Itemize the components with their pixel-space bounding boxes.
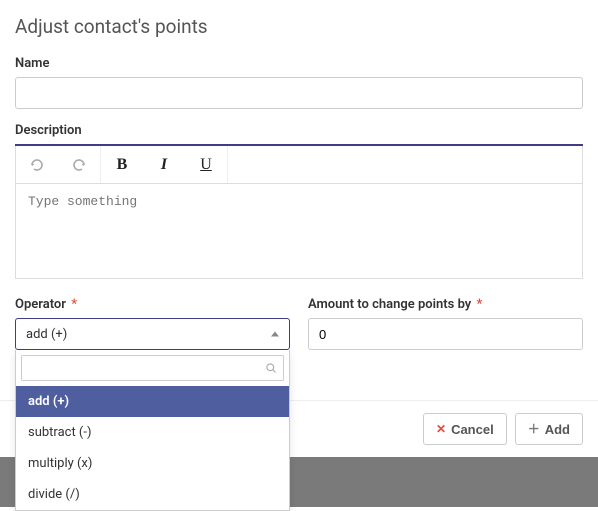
- redo-button[interactable]: [58, 146, 100, 184]
- editor-toolbar: B I U: [15, 146, 583, 184]
- cancel-button-label: Cancel: [451, 422, 494, 437]
- underline-button[interactable]: U: [185, 146, 227, 184]
- description-textarea[interactable]: [15, 184, 583, 279]
- redo-icon: [71, 157, 87, 173]
- chevron-up-icon: [271, 332, 279, 337]
- operator-option-add[interactable]: add (+): [16, 386, 289, 417]
- operator-selected-value: add (+): [26, 327, 67, 342]
- operator-option-multiply[interactable]: multiply (x): [16, 448, 289, 479]
- name-group: Name: [15, 56, 583, 109]
- operator-search-input[interactable]: [21, 355, 284, 381]
- cancel-button[interactable]: ✕ Cancel: [423, 413, 507, 445]
- operator-option-divide[interactable]: divide (/): [16, 479, 289, 510]
- operator-option-subtract[interactable]: subtract (-): [16, 417, 289, 448]
- amount-input[interactable]: [308, 318, 583, 350]
- dialog-title: Adjust contact's points: [15, 15, 583, 38]
- amount-label: Amount to change points by *: [308, 297, 583, 312]
- operator-select[interactable]: add (+): [15, 318, 290, 350]
- name-label: Name: [15, 56, 583, 71]
- description-label: Description: [15, 123, 583, 138]
- amount-label-text: Amount to change points by: [308, 297, 471, 312]
- required-mark: *: [477, 297, 483, 312]
- undo-icon: [29, 157, 45, 173]
- italic-button[interactable]: I: [143, 146, 185, 184]
- description-group: Description B I: [15, 123, 583, 283]
- adjust-points-dialog: Adjust contact's points Name Description: [0, 0, 598, 365]
- add-button-label: Add: [545, 422, 570, 437]
- operator-amount-row: Operator * add (+) add (+) subtract (-) …: [15, 297, 583, 350]
- plus-icon: ＋: [528, 423, 540, 435]
- operator-group: Operator * add (+) add (+) subtract (-) …: [15, 297, 290, 350]
- history-tool-group: [16, 146, 101, 183]
- required-mark: *: [71, 297, 77, 312]
- close-icon: ✕: [436, 423, 446, 435]
- rich-text-editor: B I U: [15, 144, 583, 283]
- operator-dropdown: add (+) subtract (-) multiply (x) divide…: [15, 350, 290, 511]
- dropdown-search-wrap: [16, 350, 289, 386]
- format-tool-group: B I U: [101, 146, 228, 183]
- add-button[interactable]: ＋ Add: [515, 413, 583, 445]
- operator-label: Operator *: [15, 297, 290, 312]
- undo-button[interactable]: [16, 146, 58, 184]
- amount-group: Amount to change points by *: [308, 297, 583, 350]
- bold-button[interactable]: B: [101, 146, 143, 184]
- name-input[interactable]: [15, 77, 583, 109]
- operator-label-text: Operator: [15, 297, 66, 312]
